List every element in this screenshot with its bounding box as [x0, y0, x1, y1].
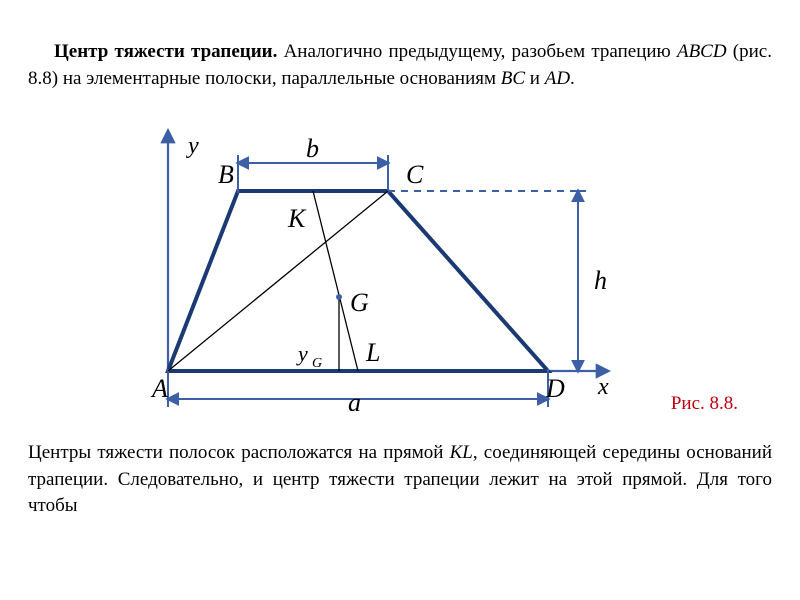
svg-text:G: G: [350, 288, 369, 317]
title-bold: Центр тяжести трапеции.: [54, 41, 277, 62]
svg-text:L: L: [365, 338, 380, 367]
svg-text:y: y: [296, 341, 308, 366]
svg-text:y: y: [186, 133, 199, 159]
svg-text:h: h: [594, 266, 607, 295]
paragraph-2: Центры тяжести полосок расположатся на п…: [28, 440, 772, 520]
svg-text:G: G: [312, 356, 322, 371]
svg-text:C: C: [406, 160, 424, 189]
svg-text:K: K: [287, 204, 307, 233]
p1-a: Аналогично предыдущему, разобьем трапеци…: [277, 41, 677, 62]
figure-svg: yxABCDKLGyGbah: [88, 111, 648, 411]
svg-text:b: b: [306, 134, 319, 163]
label-KL: KL: [450, 442, 473, 463]
paragraph-1: Центр тяжести трапеции. Аналогично преды…: [28, 39, 772, 92]
svg-text:a: a: [348, 388, 361, 411]
p1-period: .: [570, 68, 575, 89]
svg-text:B: B: [218, 160, 234, 189]
p2-a: Центры тяжести полосок расположатся на п…: [28, 442, 450, 463]
figure-caption: Рис. 8.8.: [671, 393, 738, 415]
svg-text:D: D: [545, 374, 565, 403]
label-BC: BC: [501, 68, 525, 89]
svg-text:x: x: [597, 374, 609, 400]
figure-8-8: yxABCDKLGyGbah Рис. 8.8.: [28, 111, 772, 421]
label-ABCD: ABCD: [677, 41, 727, 62]
label-AD: AD: [545, 68, 570, 89]
p1-and: и: [525, 68, 545, 89]
svg-text:A: A: [150, 374, 168, 403]
